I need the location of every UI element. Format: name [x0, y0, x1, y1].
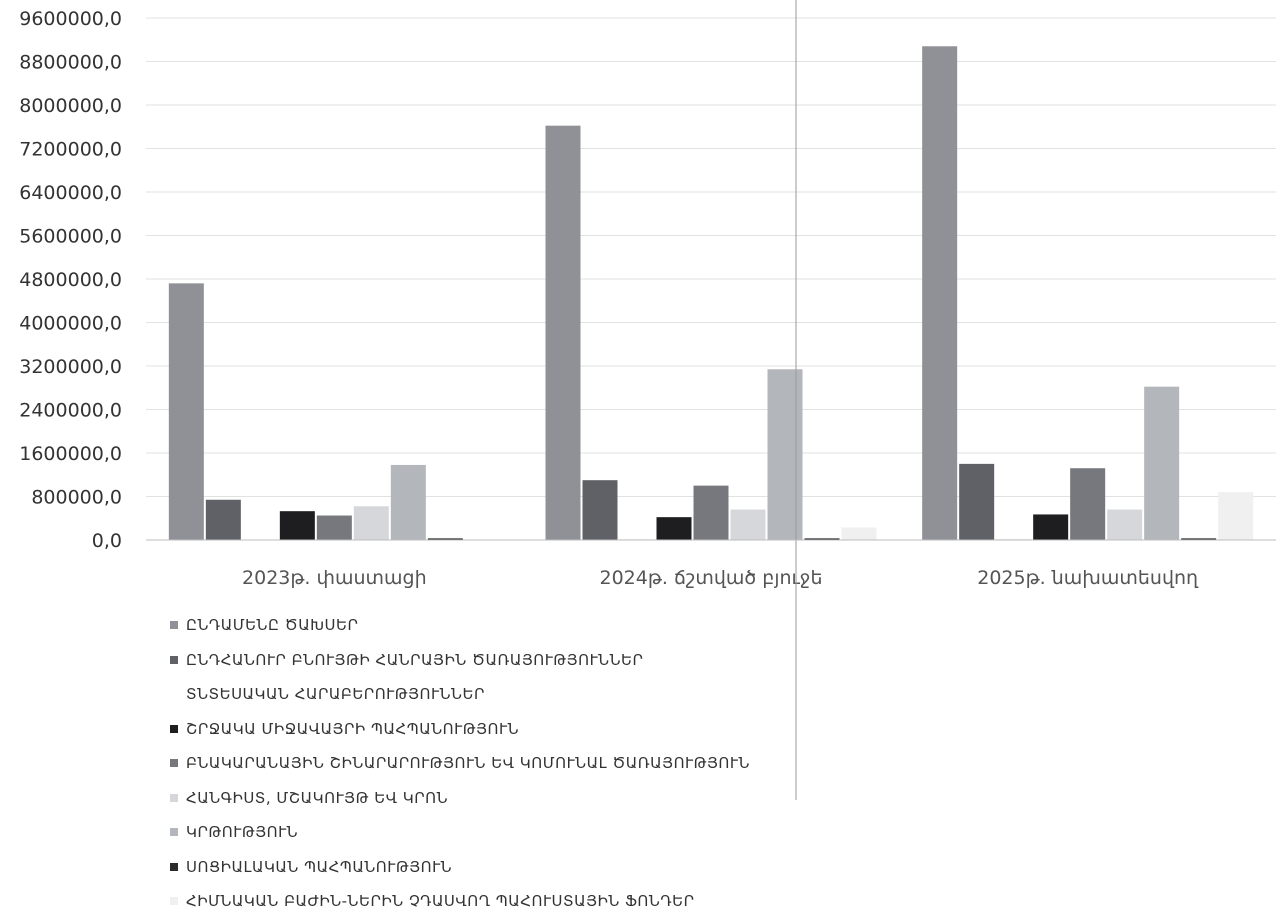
bar: [693, 485, 729, 540]
bar: [730, 509, 766, 540]
bar: [959, 463, 995, 540]
legend-swatch: [170, 862, 178, 871]
legend-label: ԲՆԱԿԱՐԱՆԱՅԻՆ ՇԻՆԱՐԱՐՈՒԹՅՈՒՆ ԵՎ ԿՈՄՈՒՆԱԼ …: [186, 754, 750, 772]
legend-label: ՀԱՆԳԻՍՏ, ՄՇԱԿՈՒՅԹ ԵՎ ԿՐՈՆ: [186, 788, 449, 807]
x-category-label: 2025թ. նախատեսվող: [977, 567, 1199, 589]
bar: [1218, 492, 1254, 540]
legend-swatch: [170, 793, 178, 802]
y-tick-label: 9600000,0: [19, 8, 122, 30]
legend-item: ՀԱՆԳԻՍՏ, ՄՇԱԿՈՒՅԹ ԵՎ ԿՐՈՆ: [168, 781, 868, 816]
y-tick-label: 5600000,0: [19, 226, 122, 248]
y-tick-label: 4800000,0: [19, 269, 122, 291]
bar: [205, 499, 241, 540]
y-tick-label: 8800000,0: [19, 52, 122, 74]
bars: [168, 46, 1254, 541]
bar: [922, 46, 958, 541]
bar: [279, 511, 315, 540]
gridlines: [146, 17, 1276, 497]
legend-swatch: [170, 724, 178, 733]
y-tick-label: 4000000,0: [19, 313, 122, 335]
y-tick-label: 8000000,0: [19, 95, 122, 117]
legend-swatch: [170, 621, 178, 630]
legend-item: ԸՆԴՀԱՆՈՒՐ ԲՆՈՒՅԹԻ ՀԱՆՐԱՅԻՆ ԾԱՌԱՅՈՒԹՅՈՒՆՆ…: [168, 643, 868, 678]
bar: [427, 538, 463, 540]
legend-label: ԿՐԹՈՒԹՅՈՒՆ: [186, 823, 299, 841]
y-axis-tick-labels: 0,0 800000,0 1600000,0 2400000,0 3200000,0 40…: [19, 8, 122, 552]
bar: [353, 506, 389, 540]
bar: [390, 464, 426, 540]
bar: [841, 527, 877, 540]
bar: [1033, 514, 1069, 540]
legend-item: ԲՆԱԿԱՐԱՆԱՅԻՆ ՇԻՆԱՐԱՐՈՒԹՅՈՒՆ ԵՎ ԿՈՄՈՒՆԱԼ …: [168, 746, 868, 781]
legend-item: ՀԻՄՆԱԿԱՆ ԲԱԺԻՆ-ՆԵՐԻՆ ՉԴԱՍՎՈՂ ՊԱՀՈՒՍՏԱՅԻՆ…: [168, 884, 868, 919]
legend-label: ԸՆԴՀԱՆՈՒՐ ԲՆՈՒՅԹԻ ՀԱՆՐԱՅԻՆ ԾԱՌԱՅՈՒԹՅՈՒՆՆ…: [186, 650, 644, 669]
bar: [545, 125, 581, 540]
legend-swatch: [170, 828, 178, 837]
legend-item: ԿՐԹՈՒԹՅՈՒՆ: [168, 815, 868, 850]
legend: ԸՆԴԱՄԵՆԸ ԾԱԽՍԵՐ ԸՆԴՀԱՆՈՒՐ ԲՆՈՒՅԹԻ ՀԱՆՐԱՅԻ…: [168, 608, 868, 919]
bar: [656, 517, 692, 540]
legend-swatch: [170, 759, 178, 768]
bar: [996, 538, 1032, 540]
y-tick-label: 6400000,0: [19, 182, 122, 204]
bar: [1070, 468, 1106, 540]
y-tick-label: 2400000,0: [19, 400, 122, 422]
legend-swatch: [170, 897, 178, 906]
bar: [767, 369, 803, 540]
bar: [1107, 509, 1143, 540]
legend-label: ՍՈՑԻԱԼԱԿԱՆ ՊԱՀՊԱՆՈՒԹՅՈՒՆ: [186, 857, 453, 876]
y-tick-label: 800000,0: [31, 487, 122, 509]
bar: [804, 538, 840, 540]
legend-swatch: [170, 655, 178, 664]
y-tick-label: 0,0: [92, 530, 122, 552]
legend-label: ՀԻՄՆԱԿԱՆ ԲԱԺԻՆ-ՆԵՐԻՆ ՉԴԱՍՎՈՂ ՊԱՀՈՒՍՏԱՅԻՆ…: [186, 892, 695, 910]
legend-item: ՍՈՑԻԱԼԱԿԱՆ ՊԱՀՊԱՆՈՒԹՅՈՒՆ: [168, 850, 868, 885]
bar: [316, 515, 352, 540]
bar: [1181, 538, 1217, 540]
bar: [582, 480, 618, 540]
y-tick-label: 7200000,0: [19, 139, 122, 161]
legend-item: ՏՆՏԵՍԱԿԱՆ ՀԱՐԱԲԵՐՈՒԹՅՈՒՆՆԵՐ: [168, 677, 868, 712]
legend-label: ՇՐՋԱԿԱ ՄԻՋԱՎԱՅՐԻ ՊԱՀՊԱՆՈՒԹՅՈՒՆ: [186, 719, 520, 738]
bar: [1144, 386, 1180, 540]
x-category-label: 2023թ. փաստացի: [242, 567, 427, 589]
legend-item: ՇՐՋԱԿԱ ՄԻՋԱՎԱՅՐԻ ՊԱՀՊԱՆՈՒԹՅՈՒՆ: [168, 712, 868, 747]
x-axis-category-labels: 2023թ. փաստացի 2024թ. ճշտված բյուջե 2025թ.…: [242, 567, 1199, 589]
y-tick-label: 3200000,0: [19, 356, 122, 378]
legend-item: ԸՆԴԱՄԵՆԸ ԾԱԽՍԵՐ: [168, 608, 868, 643]
legend-label: ՏՆՏԵՍԱԿԱՆ ՀԱՐԱԲԵՐՈՒԹՅՈՒՆՆԵՐ: [186, 685, 485, 703]
bar: [168, 283, 204, 540]
legend-label: ԸՆԴԱՄԵՆԸ ԾԱԽՍԵՐ: [186, 616, 359, 634]
y-tick-label: 1600000,0: [19, 443, 122, 465]
x-category-label: 2024թ. ճշտված բյուջե: [600, 567, 823, 589]
